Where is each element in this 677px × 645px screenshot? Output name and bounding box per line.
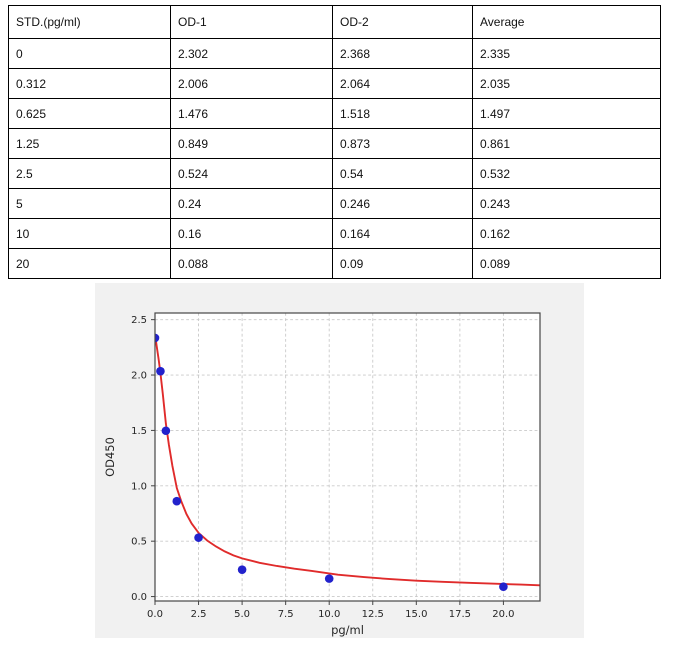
table-row: 0.312 2.006 2.064 2.035 xyxy=(8,68,661,99)
table-cell: 0.16 xyxy=(170,218,333,249)
standard-curve-chart: 0.0 2.5 5.0 7.5 10.0 12.5 15.0 17.5 20.0 0.0 0.5 1.… xyxy=(95,283,584,638)
table-cell: 0.243 xyxy=(472,188,661,219)
table-cell: 0.532 xyxy=(472,158,661,189)
table-row: 10 0.16 0.164 0.162 xyxy=(8,218,661,249)
x-axis-label: pg/ml xyxy=(331,623,364,637)
gridlines xyxy=(154,313,540,601)
x-tick-label: 12.5 xyxy=(362,609,384,620)
column-header: OD-2 xyxy=(332,5,473,39)
table-cell: 2.335 xyxy=(472,38,661,69)
y-axis-label: OD450 xyxy=(103,437,117,477)
y-tick-label: 2.5 xyxy=(131,315,147,326)
y-tick-label: 0.5 xyxy=(131,537,147,548)
x-tick-label: 2.5 xyxy=(191,609,207,620)
table-cell: 0.164 xyxy=(332,218,473,249)
table-cell: 2.302 xyxy=(170,38,333,69)
x-tick-label: 20.0 xyxy=(492,609,514,620)
x-tick-label: 17.5 xyxy=(449,609,471,620)
table-cell: 0.24 xyxy=(170,188,333,219)
table-row: 5 0.24 0.246 0.243 xyxy=(8,188,661,219)
table-cell: 0.861 xyxy=(472,128,661,159)
table-cell: 0.873 xyxy=(332,128,473,159)
axis-ticks: 0.0 2.5 5.0 7.5 10.0 12.5 15.0 17.5 20.0 0.0 0.5 1.… xyxy=(131,315,514,620)
table-row: 0.625 1.476 1.518 1.497 xyxy=(8,98,661,129)
data-point xyxy=(155,333,160,343)
table-cell: 0.09 xyxy=(332,248,473,279)
table-row: 20 0.088 0.09 0.089 xyxy=(8,248,661,279)
table-cell: 1.518 xyxy=(332,98,473,129)
fit-curve xyxy=(155,335,540,587)
table-cell: 1.476 xyxy=(170,98,333,129)
table-cell: 0.849 xyxy=(170,128,333,159)
x-tick-label: 0.0 xyxy=(147,609,163,620)
data-point xyxy=(172,496,182,506)
table-header-row: STD.(pg/ml) OD-1 OD-2 Average xyxy=(8,5,661,39)
table-cell: 0.089 xyxy=(472,248,661,279)
x-tick-label: 10.0 xyxy=(318,609,340,620)
data-point xyxy=(237,565,247,574)
y-tick-label: 2.0 xyxy=(131,371,147,382)
axes-frame xyxy=(154,312,541,602)
x-tick-label: 15.0 xyxy=(405,609,427,620)
table-cell: 2.5 xyxy=(8,158,171,189)
table-cell: 2.006 xyxy=(170,68,333,99)
table-cell: 1.25 xyxy=(8,128,171,159)
y-tick-label: 1.5 xyxy=(131,426,147,437)
standards-table: STD.(pg/ml) OD-1 OD-2 Average 0 2.302 2.368 2.… xyxy=(8,5,661,279)
table-cell: 0.312 xyxy=(8,68,171,99)
table-cell: 1.497 xyxy=(472,98,661,129)
table-cell: 0 xyxy=(8,38,171,69)
table-cell: 0.54 xyxy=(332,158,473,189)
data-point xyxy=(156,366,165,376)
table-row: 1.25 0.849 0.873 0.861 xyxy=(8,128,661,159)
column-header: Average xyxy=(472,5,661,39)
data-point xyxy=(194,533,203,542)
table-cell: 0.246 xyxy=(332,188,473,219)
chart-canvas: 0.0 2.5 5.0 7.5 10.0 12.5 15.0 17.5 20.0 0.0 0.5 1.… xyxy=(103,312,541,637)
table-cell: 0.162 xyxy=(472,218,661,249)
table-row: 0 2.302 2.368 2.335 xyxy=(8,38,661,69)
column-header: STD.(pg/ml) xyxy=(8,5,171,39)
y-tick-label: 1.0 xyxy=(131,481,147,492)
table-cell: 2.368 xyxy=(332,38,473,69)
data-point xyxy=(324,574,334,583)
table-cell: 5 xyxy=(8,188,171,219)
table-cell: 0.088 xyxy=(170,248,333,279)
data-point xyxy=(161,426,171,436)
table-cell: 2.064 xyxy=(332,68,473,99)
table-cell: 0.524 xyxy=(170,158,333,189)
data-point xyxy=(499,582,508,592)
y-tick-label: 0.0 xyxy=(131,592,147,603)
table-cell: 20 xyxy=(8,248,171,279)
table-row: 2.5 0.524 0.54 0.532 xyxy=(8,158,661,189)
x-tick-label: 7.5 xyxy=(278,609,294,620)
table-cell: 0.625 xyxy=(8,98,171,129)
data-points xyxy=(155,333,508,592)
table-cell: 2.035 xyxy=(472,68,661,99)
plot-area xyxy=(155,313,540,601)
table-cell: 10 xyxy=(8,218,171,249)
x-tick-label: 5.0 xyxy=(234,609,250,620)
column-header: OD-1 xyxy=(170,5,333,39)
